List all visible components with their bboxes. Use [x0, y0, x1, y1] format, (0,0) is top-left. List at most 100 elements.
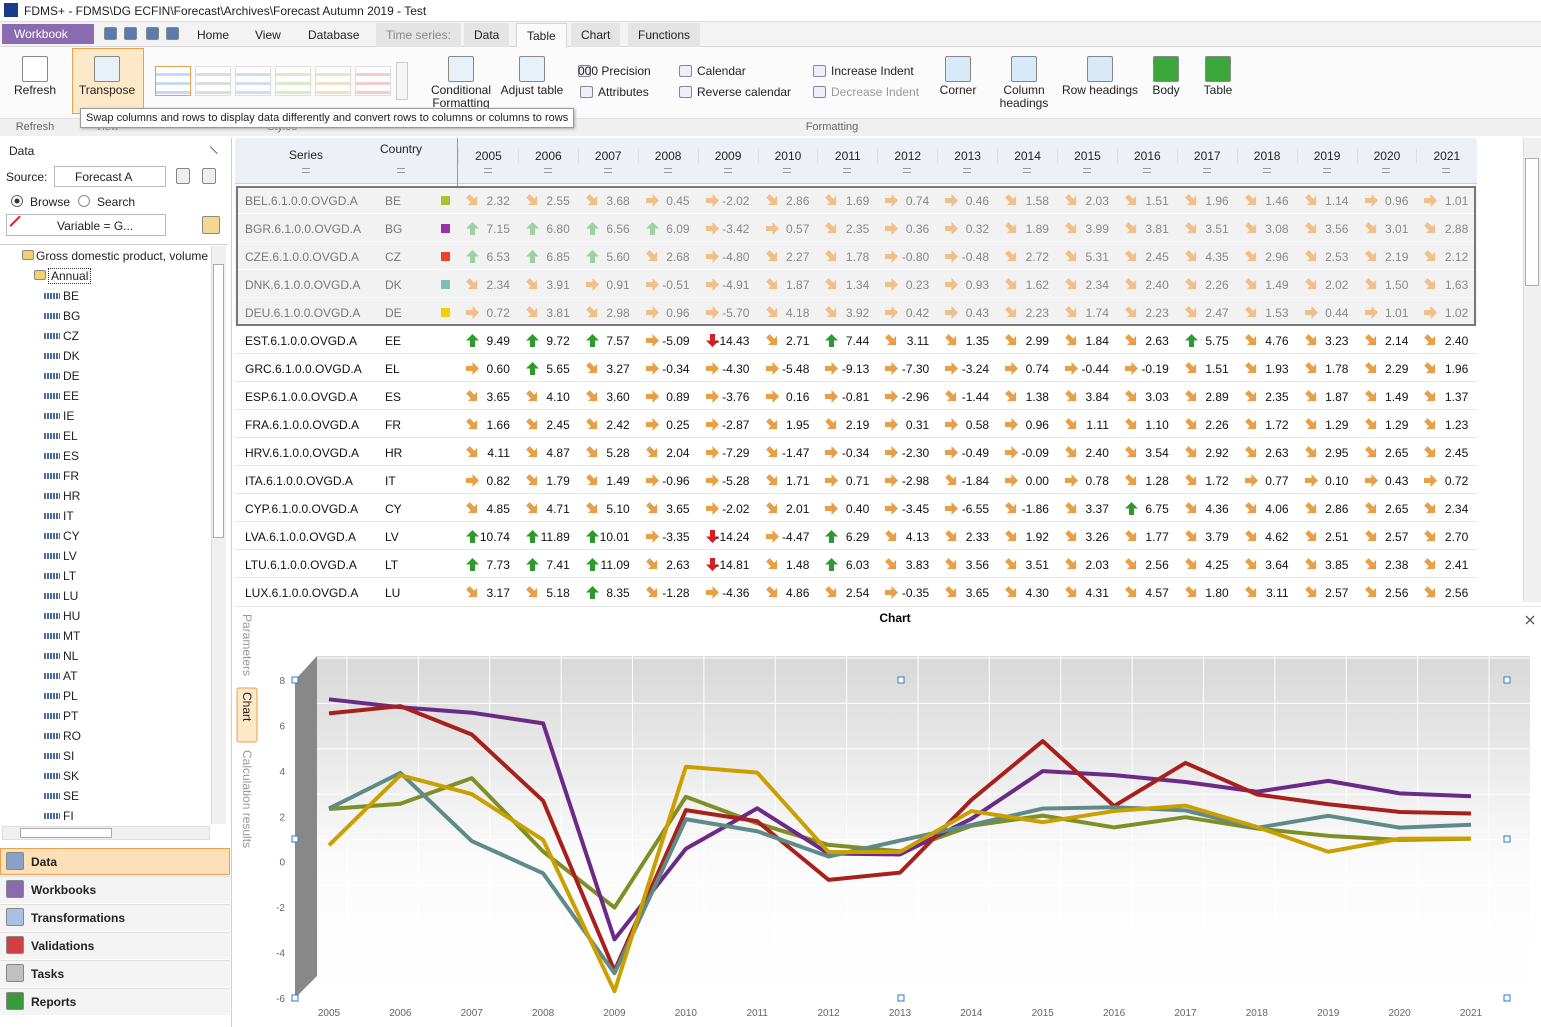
- country-cell[interactable]: BG: [385, 222, 403, 236]
- year-header[interactable]: 2010: [757, 149, 818, 163]
- value-cell[interactable]: 1.49: [606, 474, 630, 488]
- value-cell[interactable]: -1.44: [961, 390, 990, 404]
- value-cell[interactable]: 0.42: [905, 306, 930, 320]
- country-cell[interactable]: EL: [385, 362, 400, 376]
- year-header[interactable]: 2007: [577, 149, 638, 163]
- tree-item[interactable]: SI: [63, 749, 75, 763]
- value-cell[interactable]: 4.13: [905, 530, 930, 544]
- value-cell[interactable]: 0.60: [486, 362, 510, 376]
- value-cell[interactable]: 3.37: [1085, 502, 1109, 516]
- series-cell[interactable]: BGR.6.1.0.0.OVGD.A: [245, 222, 362, 236]
- value-cell[interactable]: -14.43: [715, 334, 750, 348]
- value-cell[interactable]: 4.25: [1205, 558, 1229, 572]
- filter-box[interactable]: Variable = G...: [6, 214, 166, 236]
- value-cell[interactable]: 5.28: [606, 446, 630, 460]
- value-cell[interactable]: 3.54: [1145, 446, 1169, 460]
- value-cell[interactable]: 0.23: [905, 278, 930, 292]
- value-cell[interactable]: 2.03: [1085, 194, 1109, 208]
- value-cell[interactable]: 2.86: [1325, 502, 1349, 516]
- value-cell[interactable]: -4.30: [722, 362, 750, 376]
- value-cell[interactable]: -0.80: [901, 250, 930, 264]
- value-cell[interactable]: 2.99: [1025, 334, 1049, 348]
- country-cell[interactable]: DE: [385, 306, 402, 320]
- value-cell[interactable]: 2.53: [1325, 250, 1349, 264]
- value-cell[interactable]: 1.79: [546, 474, 570, 488]
- tree-scroll-thumb[interactable]: [213, 264, 224, 538]
- country-cell[interactable]: FR: [385, 418, 401, 432]
- value-cell[interactable]: 8.35: [606, 586, 630, 600]
- value-cell[interactable]: 0.74: [1025, 362, 1049, 376]
- value-cell[interactable]: 4.30: [1025, 586, 1049, 600]
- value-cell[interactable]: 0.36: [905, 222, 930, 236]
- value-cell[interactable]: 1.46: [1265, 194, 1289, 208]
- value-cell[interactable]: 0.46: [965, 194, 990, 208]
- value-cell[interactable]: 2.98: [606, 306, 630, 320]
- ribbon-button[interactable]: Transpose: [78, 83, 136, 97]
- value-cell[interactable]: -3.35: [662, 530, 690, 544]
- value-cell[interactable]: 1.72: [1265, 418, 1289, 432]
- value-cell[interactable]: 2.34: [1444, 502, 1469, 516]
- tree-item[interactable]: MT: [63, 629, 81, 643]
- value-cell[interactable]: 1.71: [786, 474, 810, 488]
- value-cell[interactable]: -1.47: [782, 446, 810, 460]
- value-cell[interactable]: 3.03: [1145, 390, 1169, 404]
- tree-item[interactable]: IT: [63, 509, 74, 523]
- country-cell[interactable]: BE: [385, 194, 402, 208]
- value-cell[interactable]: 1.35: [965, 334, 990, 348]
- value-cell[interactable]: 2.57: [1325, 586, 1349, 600]
- style-swatch[interactable]: [355, 66, 391, 96]
- value-cell[interactable]: 0.32: [965, 222, 990, 236]
- tree-item[interactable]: ES: [63, 449, 80, 463]
- series-cell[interactable]: ITA.6.1.0.0.OVGD.A: [245, 474, 353, 488]
- ribbon-button[interactable]: 000 Precision: [578, 64, 651, 78]
- value-cell[interactable]: -7.29: [722, 446, 750, 460]
- value-cell[interactable]: 3.79: [1205, 530, 1229, 544]
- tree-item[interactable]: EL: [63, 429, 78, 443]
- table-row[interactable]: [235, 354, 1477, 382]
- ribbon-button[interactable]: Row headings: [1061, 83, 1139, 97]
- series-cell[interactable]: HRV.6.1.0.0.OVGD.A: [245, 446, 360, 460]
- value-cell[interactable]: -3.45: [901, 502, 930, 516]
- tree-root[interactable]: Gross domestic product, volume (per: [36, 249, 212, 263]
- table-row[interactable]: [235, 466, 1477, 494]
- tree-item[interactable]: AT: [63, 669, 78, 683]
- ribbon-button[interactable]: Body: [1152, 83, 1180, 97]
- value-cell[interactable]: 0.72: [486, 306, 510, 320]
- value-cell[interactable]: 3.27: [606, 362, 630, 376]
- value-cell[interactable]: 2.86: [786, 194, 810, 208]
- value-cell[interactable]: 1.92: [1025, 530, 1049, 544]
- value-cell[interactable]: -2.02: [722, 502, 750, 516]
- value-cell[interactable]: 2.56: [1444, 586, 1469, 600]
- value-cell[interactable]: -0.81: [841, 390, 870, 404]
- value-cell[interactable]: 2.56: [1385, 586, 1409, 600]
- year-header[interactable]: 2011: [817, 149, 877, 163]
- value-cell[interactable]: 2.56: [1145, 558, 1169, 572]
- value-cell[interactable]: 2.63: [666, 558, 690, 572]
- value-cell[interactable]: 0.58: [965, 418, 990, 432]
- value-cell[interactable]: 2.89: [1205, 390, 1229, 404]
- value-cell[interactable]: 2.63: [1145, 334, 1169, 348]
- series-cell[interactable]: GRC.6.1.0.0.OVGD.A: [245, 362, 362, 376]
- value-cell[interactable]: 2.35: [845, 222, 870, 236]
- value-cell[interactable]: 2.23: [1025, 306, 1049, 320]
- value-cell[interactable]: 5.65: [546, 362, 570, 376]
- value-cell[interactable]: -1.28: [662, 586, 690, 600]
- value-cell[interactable]: 3.11: [1266, 586, 1289, 600]
- value-cell[interactable]: 6.80: [546, 222, 570, 236]
- series-cell[interactable]: FRA.6.1.0.0.OVGD.A: [245, 418, 360, 432]
- value-cell[interactable]: 4.10: [546, 390, 570, 404]
- ribbon-button[interactable]: Column headings: [999, 83, 1049, 110]
- value-cell[interactable]: -0.51: [662, 278, 690, 292]
- search-option[interactable]: Search: [97, 195, 136, 209]
- value-cell[interactable]: 1.87: [1325, 390, 1349, 404]
- nav-label[interactable]: Transformations: [31, 911, 126, 925]
- value-cell[interactable]: 2.34: [486, 278, 510, 292]
- menu-tab[interactable]: Functions: [628, 23, 701, 47]
- resize-handle[interactable]: [291, 676, 299, 684]
- value-cell[interactable]: 2.51: [1325, 530, 1349, 544]
- value-cell[interactable]: 3.60: [606, 390, 630, 404]
- value-cell[interactable]: 0.78: [1085, 474, 1109, 488]
- style-swatch[interactable]: [315, 66, 351, 96]
- value-cell[interactable]: 1.74: [1085, 306, 1109, 320]
- browse-option[interactable]: Browse: [30, 195, 71, 209]
